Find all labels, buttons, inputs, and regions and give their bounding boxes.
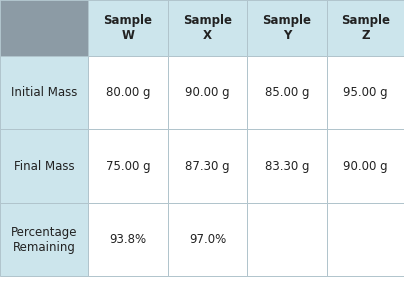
Bar xyxy=(327,56,404,129)
Bar xyxy=(168,203,247,276)
Text: 80.00 g: 80.00 g xyxy=(105,86,150,99)
Bar xyxy=(168,0,247,56)
Bar xyxy=(247,56,327,129)
Text: 90.00 g: 90.00 g xyxy=(185,86,230,99)
Bar xyxy=(0,203,88,276)
Text: 87.30 g: 87.30 g xyxy=(185,159,230,173)
Text: 93.8%: 93.8% xyxy=(109,233,146,246)
Text: 83.30 g: 83.30 g xyxy=(265,159,309,173)
Bar xyxy=(247,203,327,276)
Bar xyxy=(327,203,404,276)
Text: 97.0%: 97.0% xyxy=(189,233,226,246)
Bar xyxy=(327,0,404,56)
Text: Initial Mass: Initial Mass xyxy=(11,86,77,99)
Bar xyxy=(88,129,168,203)
Bar xyxy=(247,0,327,56)
Text: 75.00 g: 75.00 g xyxy=(105,159,150,173)
Text: 95.00 g: 95.00 g xyxy=(343,86,388,99)
Bar xyxy=(88,0,168,56)
Bar xyxy=(0,56,88,129)
Bar xyxy=(168,56,247,129)
Text: Sample
W: Sample W xyxy=(103,14,152,42)
Text: Percentage
Remaining: Percentage Remaining xyxy=(11,226,77,254)
Text: 90.00 g: 90.00 g xyxy=(343,159,388,173)
Bar xyxy=(0,129,88,203)
Text: Sample
Z: Sample Z xyxy=(341,14,390,42)
Bar xyxy=(168,129,247,203)
Bar xyxy=(0,0,88,56)
Bar xyxy=(247,129,327,203)
Text: Final Mass: Final Mass xyxy=(14,159,74,173)
Bar xyxy=(88,56,168,129)
Bar xyxy=(327,129,404,203)
Text: Sample
Y: Sample Y xyxy=(263,14,311,42)
Text: Sample
X: Sample X xyxy=(183,14,232,42)
Text: 85.00 g: 85.00 g xyxy=(265,86,309,99)
Bar xyxy=(88,203,168,276)
